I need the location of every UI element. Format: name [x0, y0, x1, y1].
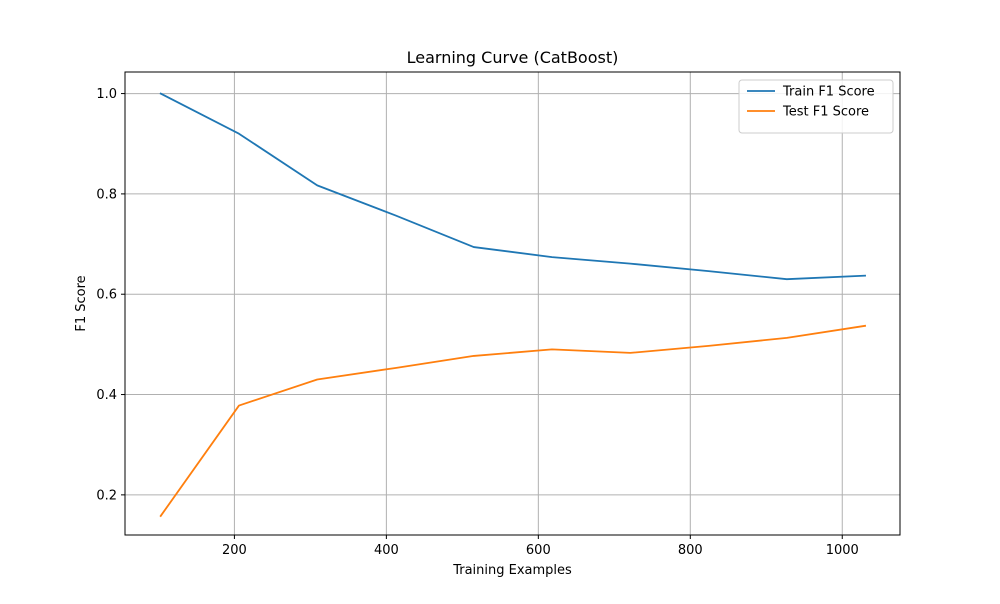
x-tick-label: 1000	[826, 543, 859, 558]
x-tick-label: 800	[678, 543, 703, 558]
series-line-train-f1-score	[159, 92, 866, 281]
legend-label: Train F1 Score	[782, 85, 875, 100]
legend-box	[738, 79, 894, 134]
plot-frame	[124, 71, 901, 536]
chart-title: Learning Curve (CatBoost)	[407, 48, 619, 67]
series-line-test-f1-score	[159, 324, 867, 518]
y-axis-label: F1 Score	[74, 275, 89, 331]
x-tick-label: 600	[526, 543, 551, 558]
x-tick-label: 400	[374, 543, 399, 558]
series-layer	[159, 92, 867, 518]
x-axis-label: Training Examples	[452, 563, 572, 578]
grid	[125, 72, 900, 535]
y-tick-label: 0.8	[96, 187, 117, 202]
x-tick-label: 200	[222, 543, 247, 558]
y-tick-label: 0.6	[96, 288, 117, 303]
y-tick-label: 1.0	[96, 87, 117, 102]
legend: Train F1 Score Test F1 Score	[738, 79, 894, 134]
y-tick-label: 0.4	[96, 388, 117, 403]
legend-label: Test F1 Score	[782, 105, 869, 120]
ticks: 200 400 600 800 1000 0.2 0.4 0.6 0.8 1.0	[96, 87, 858, 558]
y-tick-label: 0.2	[96, 488, 117, 503]
